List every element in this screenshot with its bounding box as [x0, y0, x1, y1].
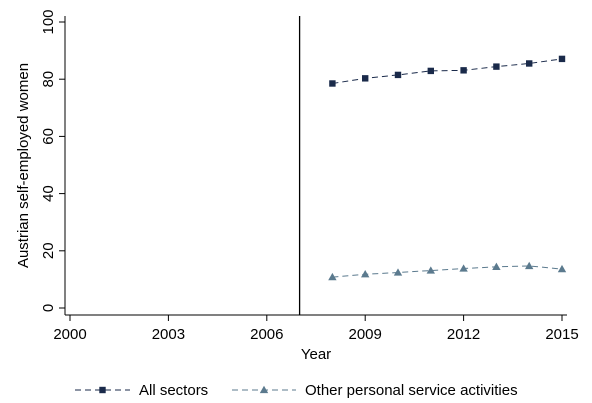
- triangle-marker: [525, 261, 534, 270]
- legend-triangle-marker: [259, 385, 269, 394]
- x-tick-label: 2000: [53, 326, 86, 343]
- square-marker: [493, 63, 500, 70]
- triangle-marker: [459, 264, 468, 272]
- y-tick-label: 40: [40, 185, 57, 202]
- triangle-marker: [393, 268, 403, 276]
- y-tick-label: 60: [40, 128, 57, 145]
- triangle-marker: [361, 270, 370, 278]
- square-marker: [394, 71, 402, 79]
- series-all-sectors: [329, 55, 566, 87]
- x-tick-label: 2003: [152, 326, 185, 343]
- triangle-marker: [557, 264, 567, 273]
- y-tick-label: 20: [40, 242, 57, 259]
- square-marker: [558, 55, 566, 63]
- triangle-marker: [426, 266, 435, 274]
- series-other-personal-service: [328, 261, 567, 281]
- x-tick-label: 2012: [447, 326, 480, 343]
- axes: 0 20 40 60 80 100 2000 2003 2006 2009 2012 2015 Year…: [15, 9, 579, 363]
- square-marker: [329, 80, 336, 87]
- x-tick-label: 2015: [545, 326, 578, 343]
- square-marker: [526, 60, 533, 67]
- x-axis-title: Year: [301, 346, 331, 363]
- y-tick-label: 100: [40, 9, 57, 34]
- square-marker: [362, 75, 369, 82]
- legend-label: Other personal service activities: [305, 382, 518, 399]
- series-group: [328, 55, 567, 281]
- square-marker: [460, 67, 467, 74]
- legend-square-marker: [99, 386, 106, 394]
- legend-item: All sectors: [75, 382, 208, 399]
- triangle-marker: [328, 272, 337, 281]
- legend: All sectors Other personal service activi…: [75, 382, 518, 399]
- y-tick-label: 80: [40, 71, 57, 88]
- x-tick-label: 2006: [250, 326, 283, 343]
- square-marker: [427, 67, 434, 75]
- legend-item: Other personal service activities: [232, 382, 518, 399]
- y-tick-label: 0: [40, 304, 57, 312]
- x-tick-label: 2009: [349, 326, 382, 343]
- y-axis-title: Austrian self-employed women: [15, 63, 32, 268]
- triangle-marker: [492, 262, 501, 270]
- legend-label: All sectors: [139, 382, 208, 399]
- series-line: [332, 265, 563, 278]
- series-line: [332, 58, 563, 84]
